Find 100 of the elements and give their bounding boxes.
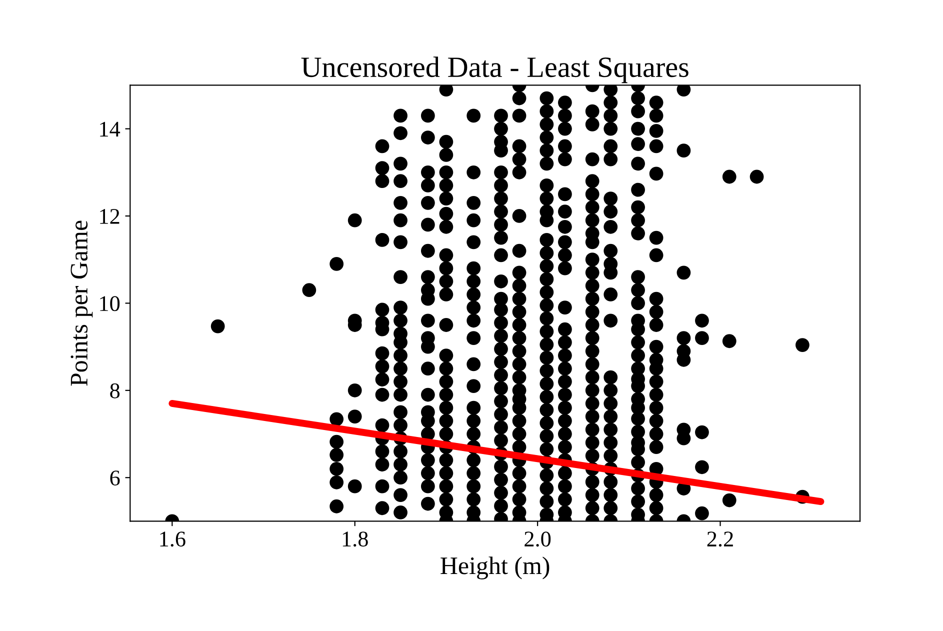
point <box>512 370 526 384</box>
point <box>439 388 454 402</box>
point <box>604 448 618 463</box>
point <box>439 427 454 441</box>
point <box>494 122 508 136</box>
point <box>512 139 526 154</box>
point <box>494 230 508 245</box>
point <box>649 427 664 441</box>
point <box>394 488 408 502</box>
point <box>420 479 435 494</box>
point <box>512 91 526 106</box>
point <box>494 486 508 500</box>
point <box>558 248 572 262</box>
point <box>394 444 408 458</box>
point <box>558 139 572 154</box>
point <box>330 434 344 449</box>
point <box>604 383 618 398</box>
point <box>394 270 408 284</box>
point <box>649 292 664 306</box>
point <box>649 488 664 502</box>
point <box>348 213 362 228</box>
point <box>585 357 600 372</box>
point <box>466 427 481 441</box>
point <box>585 475 600 489</box>
point <box>585 187 600 202</box>
point <box>585 252 600 267</box>
point <box>494 355 508 370</box>
point <box>676 266 691 280</box>
point <box>540 192 554 206</box>
point <box>466 165 481 180</box>
point <box>631 104 645 118</box>
point <box>540 376 554 391</box>
point <box>604 96 618 110</box>
point <box>585 266 600 280</box>
point <box>439 148 454 162</box>
point <box>439 165 454 180</box>
point <box>540 130 554 144</box>
point <box>420 108 435 123</box>
point <box>585 304 600 319</box>
point <box>420 196 435 210</box>
point <box>558 322 572 336</box>
point <box>375 233 390 247</box>
x-axis-title: Height (m) <box>440 556 550 580</box>
point <box>512 278 526 293</box>
point <box>722 334 736 348</box>
point <box>604 488 618 502</box>
point <box>375 479 390 494</box>
y-tick-label: 12 <box>100 208 120 224</box>
point <box>631 335 645 350</box>
point <box>494 328 508 343</box>
point <box>494 472 508 487</box>
point <box>494 381 508 396</box>
point <box>439 453 454 468</box>
point <box>585 410 600 424</box>
point <box>330 448 344 462</box>
point <box>439 274 454 288</box>
point <box>512 304 526 319</box>
point <box>540 350 554 365</box>
point <box>330 475 344 490</box>
point <box>585 436 600 450</box>
point <box>631 494 645 509</box>
point <box>439 318 454 332</box>
point <box>494 165 508 180</box>
point <box>466 466 481 480</box>
point <box>558 261 572 276</box>
point <box>540 442 554 456</box>
point <box>676 331 691 346</box>
point <box>558 187 572 202</box>
point <box>494 316 508 330</box>
point <box>348 479 362 494</box>
point <box>494 192 508 206</box>
point <box>439 261 454 276</box>
point <box>558 96 572 110</box>
point <box>420 466 435 480</box>
point <box>375 174 390 188</box>
point <box>466 235 481 250</box>
point <box>631 122 645 136</box>
point <box>695 314 709 328</box>
point <box>631 182 645 197</box>
y-axis-title: Points per Game <box>70 220 93 386</box>
point <box>494 460 508 474</box>
point <box>466 196 481 210</box>
point <box>558 374 572 389</box>
point <box>604 410 618 424</box>
point <box>375 418 390 432</box>
point <box>439 288 454 302</box>
point <box>540 144 554 158</box>
point <box>631 296 645 310</box>
point <box>558 466 572 480</box>
point <box>466 492 481 506</box>
point <box>394 314 408 328</box>
point <box>604 422 618 437</box>
point <box>585 422 600 437</box>
point <box>649 318 664 332</box>
point <box>420 496 435 511</box>
point <box>210 319 225 334</box>
point <box>439 348 454 362</box>
point <box>420 165 435 180</box>
point <box>512 165 526 180</box>
point <box>375 302 390 317</box>
